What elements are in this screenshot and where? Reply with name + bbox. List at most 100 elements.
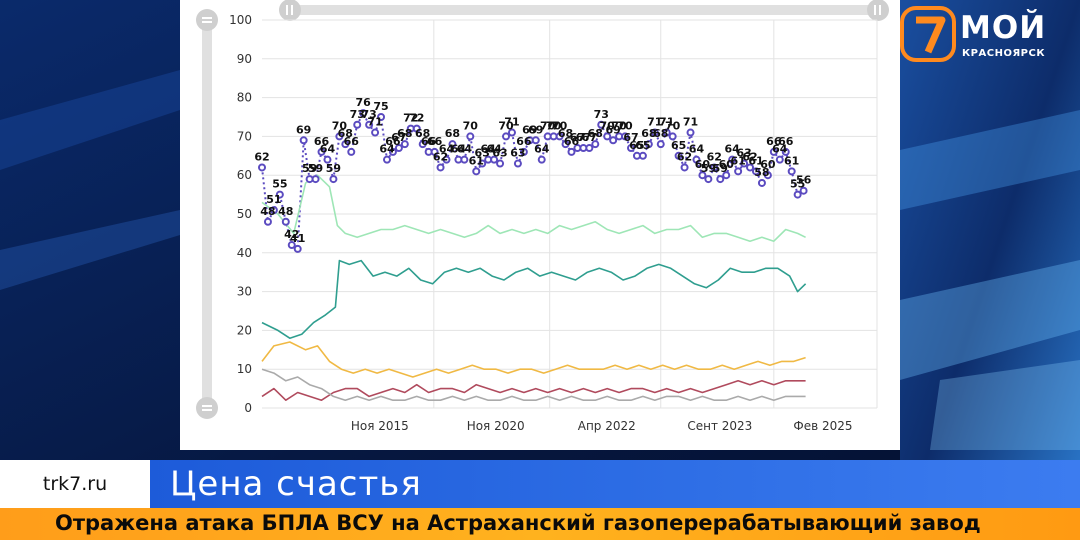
approval-point[interactable] (502, 132, 511, 141)
approval-point[interactable] (561, 140, 570, 149)
y-tick-label: 70 (237, 129, 252, 143)
approval-point[interactable] (472, 167, 481, 176)
approval-point[interactable] (311, 175, 320, 184)
approval-point[interactable] (710, 163, 719, 172)
vertical-slider-handle-top[interactable] (196, 9, 218, 31)
horizontal-scrollbar-track[interactable] (288, 5, 880, 15)
approval-point[interactable] (394, 144, 403, 153)
approval-point[interactable] (400, 140, 409, 149)
approval-point[interactable] (799, 186, 808, 195)
approval-point[interactable] (674, 151, 683, 160)
approval-point[interactable] (430, 147, 439, 156)
approval-data-label: 69 (528, 123, 543, 136)
approval-point[interactable] (603, 132, 612, 141)
approval-point[interactable] (418, 140, 427, 149)
approval-point[interactable] (775, 155, 784, 164)
approval-point[interactable] (781, 147, 790, 156)
approval-point[interactable] (519, 147, 528, 156)
approval-point[interactable] (728, 155, 737, 164)
approval-point[interactable] (597, 120, 606, 129)
approval-point[interactable] (353, 120, 362, 129)
approval-point[interactable] (627, 144, 635, 153)
vertical-slider-handle-bottom[interactable] (196, 397, 218, 419)
series-line-5 (261, 368, 806, 401)
approval-point[interactable] (507, 128, 516, 137)
approval-point[interactable] (644, 140, 653, 149)
approval-point[interactable] (591, 140, 600, 149)
approval-point[interactable] (585, 144, 594, 153)
approval-point[interactable] (555, 132, 564, 141)
approval-data-label: 75 (373, 100, 388, 113)
approval-point[interactable] (460, 155, 469, 164)
approval-point[interactable] (436, 163, 445, 172)
approval-point[interactable] (442, 155, 451, 164)
approval-point[interactable] (359, 109, 368, 118)
approval-point[interactable] (275, 190, 284, 199)
approval-point[interactable] (656, 140, 665, 149)
vertical-scrollbar-track[interactable] (202, 16, 212, 408)
approval-point[interactable] (490, 155, 499, 164)
approval-point[interactable] (757, 178, 766, 187)
approval-point[interactable] (650, 128, 659, 137)
approval-point[interactable] (734, 167, 743, 176)
approval-point[interactable] (448, 140, 457, 149)
approval-point[interactable] (347, 147, 356, 156)
data-labels: 6248515548424169595966645970686673767371… (254, 96, 811, 245)
approval-point[interactable] (686, 128, 695, 137)
approval-point[interactable] (287, 241, 296, 250)
approval-point[interactable] (299, 136, 308, 145)
approval-point[interactable] (769, 147, 778, 156)
line-chart: 0 10 20 30 40 50 60 70 80 90 100 Ноя 2015 Ноя 2020 А… (196, 0, 889, 433)
approval-point[interactable] (263, 217, 272, 226)
approval-data-label: 59 (308, 162, 323, 175)
approval-data-label: 61 (730, 154, 745, 167)
approval-point[interactable] (793, 190, 802, 199)
approval-point[interactable] (371, 128, 380, 137)
approval-point[interactable] (258, 163, 266, 172)
approval-point[interactable] (662, 128, 671, 137)
approval-point[interactable] (668, 132, 677, 141)
approval-point[interactable] (531, 136, 540, 145)
approval-point[interactable] (496, 159, 505, 168)
ticker-text: Отражена атака БПЛА ВСУ на Астраханский … (55, 511, 981, 535)
approval-point[interactable] (567, 147, 576, 156)
approval-markers (258, 109, 808, 253)
approval-data-label: 48 (278, 205, 293, 218)
approval-point[interactable] (692, 155, 701, 164)
approval-point[interactable] (537, 155, 546, 164)
approval-point[interactable] (281, 217, 290, 226)
approval-point[interactable] (335, 132, 344, 141)
approval-point[interactable] (377, 113, 386, 121)
horizontal-slider-handle-right[interactable] (867, 0, 889, 21)
approval-point[interactable] (478, 159, 487, 168)
approval-point[interactable] (317, 147, 326, 156)
approval-point[interactable] (722, 171, 731, 180)
approval-point[interactable] (466, 132, 475, 141)
approval-point[interactable] (293, 244, 302, 253)
approval-point[interactable] (746, 163, 755, 172)
approval-point[interactable] (740, 159, 749, 168)
approval-point[interactable] (513, 159, 522, 168)
approval-data-label: 63 (510, 147, 525, 160)
approval-point[interactable] (763, 171, 772, 180)
x-tick-label: Ноя 2020 (467, 419, 525, 433)
approval-point[interactable] (787, 167, 796, 176)
approval-point[interactable] (609, 136, 618, 145)
approval-point[interactable] (323, 155, 332, 164)
approval-point[interactable] (638, 151, 647, 160)
approval-point[interactable] (716, 175, 725, 184)
approval-point[interactable] (751, 167, 760, 176)
approval-point[interactable] (698, 171, 707, 180)
approval-point[interactable] (412, 124, 421, 133)
approval-point[interactable] (382, 155, 391, 164)
horizontal-slider-handle-left[interactable] (279, 0, 301, 21)
approval-point[interactable] (680, 163, 689, 172)
approval-point[interactable] (341, 140, 350, 149)
approval-point[interactable] (269, 206, 278, 215)
approval-point[interactable] (365, 120, 374, 129)
approval-point[interactable] (704, 175, 713, 184)
approval-data-label: 48 (260, 205, 275, 218)
approval-point[interactable] (388, 147, 397, 156)
approval-point[interactable] (329, 175, 338, 184)
approval-point[interactable] (621, 132, 630, 141)
